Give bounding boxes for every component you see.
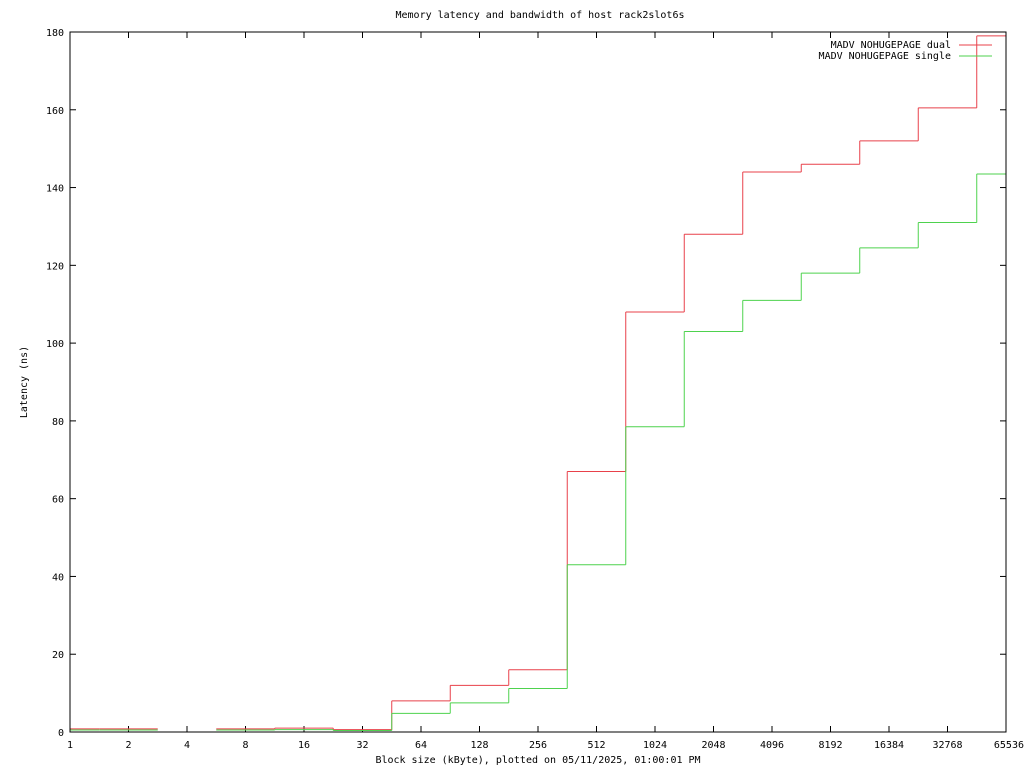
axis-ticks: 1 2 4 8 16 32 64 128 256 512 1024 2048 4096 8192 16384… xyxy=(46,28,1024,751)
legend-label: MADV NOHUGEPAGE dual xyxy=(831,40,951,51)
x-tick-label: 2048 xyxy=(701,740,725,751)
y-tick-label: 20 xyxy=(52,650,64,661)
x-tick-label: 16 xyxy=(298,740,310,751)
x-tick-label: 1024 xyxy=(643,740,667,751)
series-layer xyxy=(70,35,1006,731)
x-tick-label: 32 xyxy=(356,740,368,751)
x-axis-label: Block size (kByte), plotted on 05/11/202… xyxy=(375,755,700,766)
x-tick-label: 16384 xyxy=(874,740,904,751)
x-tick-label: 2 xyxy=(125,740,131,751)
plot-frame xyxy=(69,31,1007,733)
x-tick-label: 128 xyxy=(470,740,488,751)
x-tick-label: 65536 xyxy=(994,740,1024,751)
y-tick-label: 40 xyxy=(52,572,64,583)
x-tick-label: 256 xyxy=(529,740,547,751)
y-tick-label: 60 xyxy=(52,495,64,506)
y-tick-label: 80 xyxy=(52,417,64,428)
x-tick-label: 8192 xyxy=(818,740,842,751)
series-1 xyxy=(70,173,1006,731)
y-tick-label: 160 xyxy=(46,106,64,117)
y-axis-label: Latency (ns) xyxy=(19,346,30,418)
series-0 xyxy=(70,35,1006,731)
y-tick-label: 0 xyxy=(58,728,64,739)
y-tick-label: 140 xyxy=(46,184,64,195)
y-tick-label: 120 xyxy=(46,261,64,272)
chart-title: Memory latency and bandwidth of host rac… xyxy=(396,10,685,21)
x-tick-label: 4 xyxy=(184,740,190,751)
x-tick-label: 8 xyxy=(242,740,248,751)
y-tick-label: 100 xyxy=(46,339,64,350)
y-tick-label: 180 xyxy=(46,28,64,39)
x-tick-label: 32768 xyxy=(932,740,962,751)
x-tick-label: 4096 xyxy=(760,740,784,751)
x-tick-label: 512 xyxy=(587,740,605,751)
legend-label: MADV NOHUGEPAGE single xyxy=(819,51,951,62)
x-tick-label: 64 xyxy=(415,740,427,751)
x-tick-label: 1 xyxy=(67,740,73,751)
